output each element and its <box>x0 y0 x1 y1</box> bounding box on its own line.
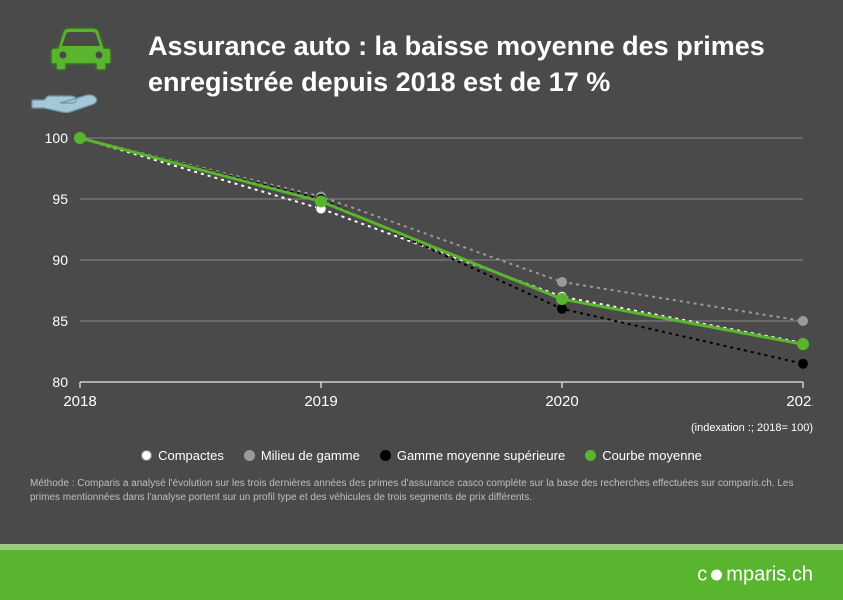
icon-group <box>30 24 130 114</box>
svg-text:2021: 2021 <box>786 393 813 410</box>
svg-text:90: 90 <box>52 252 68 268</box>
legend-marker-icon <box>141 450 152 461</box>
legend-item: Milieu de gamme <box>244 448 360 463</box>
svg-text:100: 100 <box>45 132 69 146</box>
svg-text:80: 80 <box>52 374 68 390</box>
legend-label: Compactes <box>158 448 224 463</box>
footer-bar: c mparis.ch <box>0 550 843 600</box>
legend-marker-icon <box>244 450 255 461</box>
legend-label: Gamme moyenne supérieure <box>397 448 565 463</box>
legend-label: Milieu de gamme <box>261 448 360 463</box>
brand-logo-c: c <box>697 564 707 587</box>
chart-title: Assurance auto : la baisse moyenne des p… <box>148 24 813 101</box>
legend-marker-icon <box>380 450 391 461</box>
legend-item: Gamme moyenne supérieure <box>380 448 565 463</box>
svg-text:2020: 2020 <box>545 393 578 410</box>
header: Assurance auto : la baisse moyenne des p… <box>0 0 843 124</box>
legend: Compactes Milieu de gamme Gamme moyenne su… <box>30 448 813 463</box>
line-chart-svg: 80 85 90 95 100 2018 2019 2020 2021 <box>30 132 813 422</box>
brand-logo-dot-icon <box>711 570 722 581</box>
brand-logo: c mparis.ch <box>697 564 813 587</box>
legend-item: Courbe moyenne <box>585 448 702 463</box>
chart-area: 808590951002018201920202021 (indexation … <box>30 132 813 422</box>
legend-item: Compactes <box>141 448 224 463</box>
svg-text:2019: 2019 <box>304 393 337 410</box>
legend-label: Courbe moyenne <box>602 448 702 463</box>
svg-text:95: 95 <box>52 191 68 207</box>
hand-icon <box>30 82 108 114</box>
svg-text:2018: 2018 <box>63 393 96 410</box>
index-note: (indexation :; 2018= 100) <box>691 422 813 434</box>
legend-marker-icon <box>585 450 596 461</box>
car-icon <box>48 24 114 72</box>
infographic-container: Assurance auto : la baisse moyenne des p… <box>0 0 843 600</box>
svg-text:85: 85 <box>52 313 68 329</box>
brand-logo-rest: mparis.ch <box>726 564 813 587</box>
method-note: Méthode : Comparis a analysé l'évolution… <box>30 477 813 505</box>
